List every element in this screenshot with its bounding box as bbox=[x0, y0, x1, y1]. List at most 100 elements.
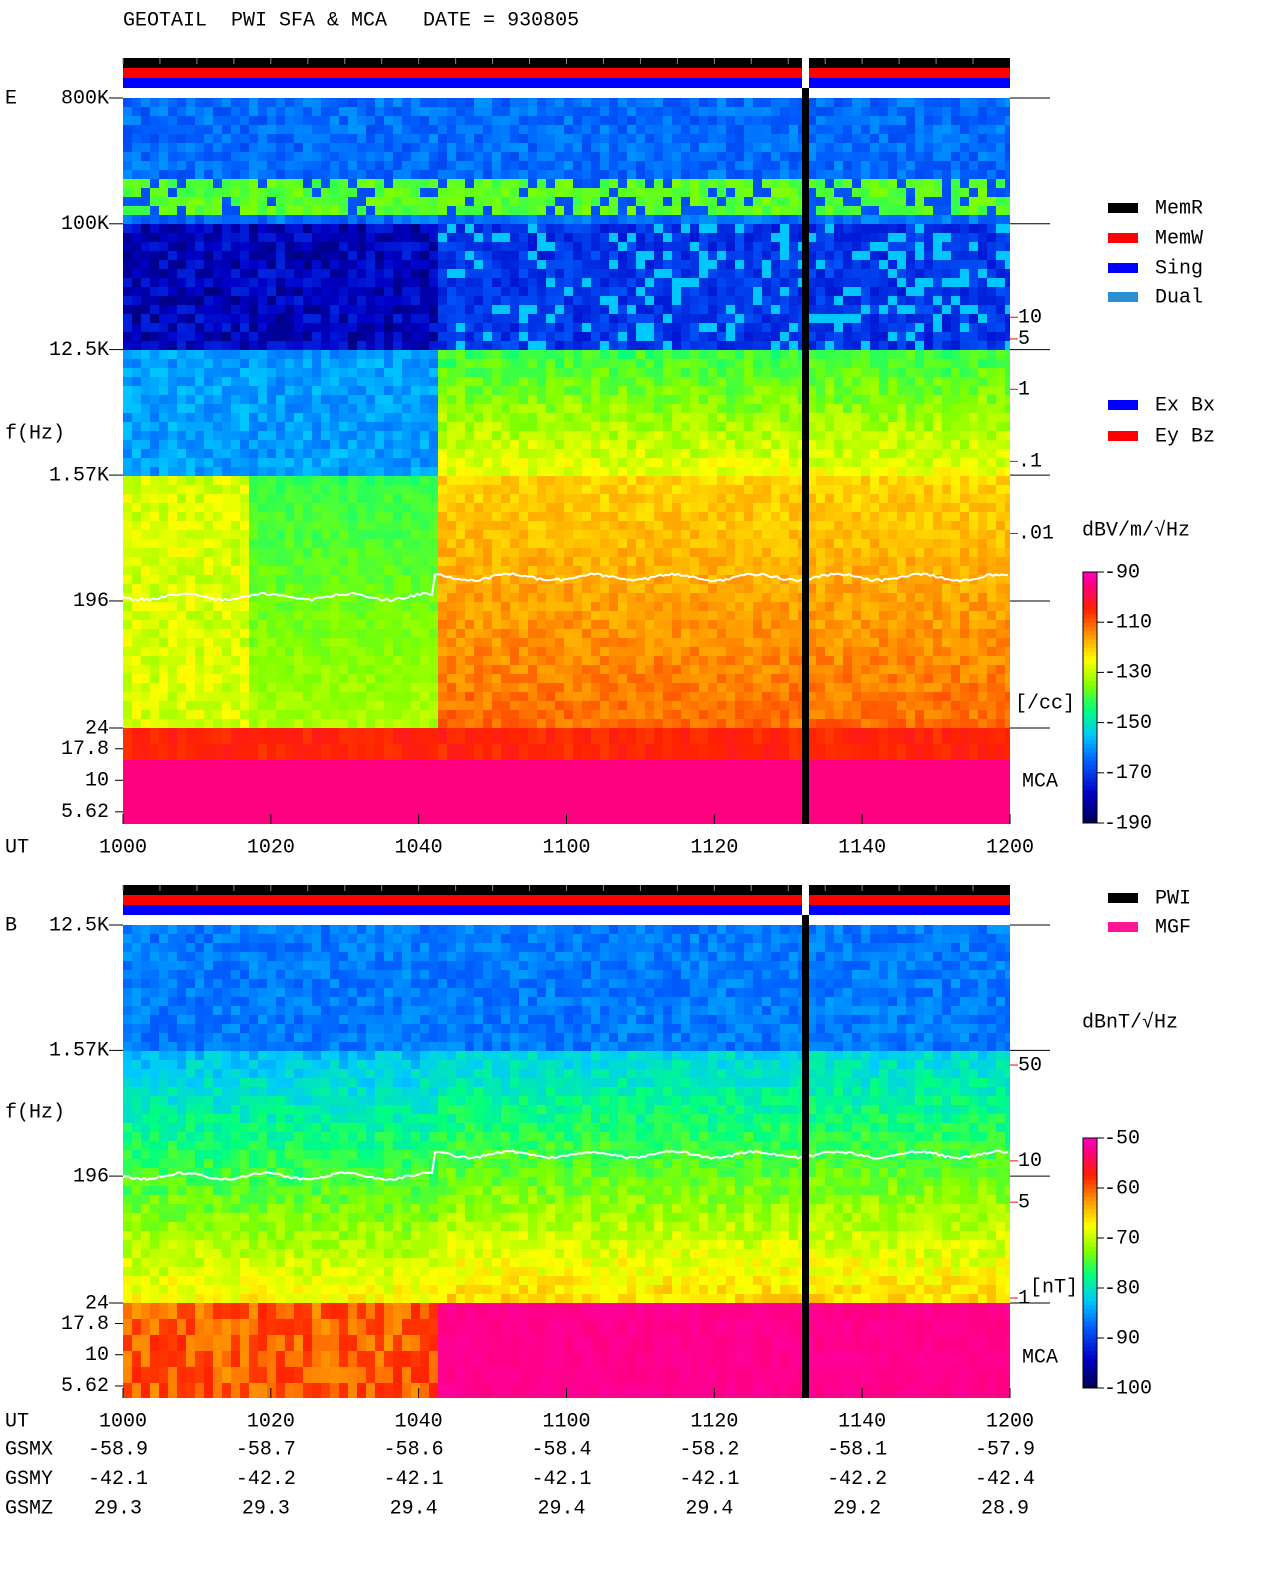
spectrogram-cell bbox=[375, 224, 384, 233]
spectrogram-cell bbox=[564, 404, 573, 413]
spectrogram-cell bbox=[411, 494, 420, 503]
spectrogram-cell bbox=[591, 359, 600, 368]
spectrogram-cell bbox=[573, 251, 582, 260]
spectrogram-cell bbox=[555, 341, 564, 350]
spectrogram-cell bbox=[348, 575, 357, 584]
spectrogram-cell bbox=[258, 485, 267, 494]
spectrogram-cell bbox=[123, 341, 132, 350]
mca-cell bbox=[555, 776, 564, 792]
spectrogram-cell bbox=[123, 521, 132, 530]
spectrogram-cell bbox=[339, 287, 348, 296]
spectrogram-cell bbox=[204, 413, 213, 422]
spectrogram-cell bbox=[690, 665, 699, 674]
spectrogram-cell bbox=[393, 359, 402, 368]
spectrogram-cell bbox=[132, 683, 141, 692]
spectrogram-cell bbox=[465, 548, 474, 557]
spectrogram-cell bbox=[240, 314, 249, 323]
spectrogram-cell bbox=[204, 458, 213, 467]
spectrogram-cell bbox=[312, 710, 321, 719]
mca-cell bbox=[258, 792, 267, 808]
spectrogram-cell bbox=[618, 449, 627, 458]
spectrogram-cell bbox=[321, 170, 330, 179]
spectrogram-cell bbox=[195, 548, 204, 557]
spectrogram-cell bbox=[177, 143, 186, 152]
spectrogram-cell bbox=[267, 683, 276, 692]
spectrogram-cell bbox=[204, 251, 213, 260]
spectrogram-cell bbox=[438, 314, 447, 323]
mca-cell bbox=[546, 760, 555, 776]
mca-cell bbox=[240, 744, 249, 760]
spectrogram-cell bbox=[186, 287, 195, 296]
spectrogram-cell bbox=[681, 269, 690, 278]
spectrogram-cell bbox=[420, 377, 429, 386]
spectrogram-cell bbox=[537, 683, 546, 692]
spectrogram-cell bbox=[654, 422, 663, 431]
spectrogram-cell bbox=[141, 323, 150, 332]
spectrogram-cell bbox=[312, 296, 321, 305]
spectrogram-cell bbox=[402, 665, 411, 674]
spectrogram-cell bbox=[132, 107, 141, 116]
mca-cell bbox=[267, 776, 276, 792]
spectrogram-cell bbox=[573, 530, 582, 539]
mca-cell bbox=[186, 792, 195, 808]
spectrogram-cell bbox=[600, 701, 609, 710]
spectrogram-cell bbox=[411, 656, 420, 665]
spectrogram-cell bbox=[258, 476, 267, 485]
spectrogram-cell bbox=[654, 512, 663, 521]
spectrogram-cell bbox=[393, 242, 402, 251]
spectrogram-cell bbox=[483, 413, 492, 422]
spectrogram-cell bbox=[249, 224, 258, 233]
spectrogram-cell bbox=[276, 368, 285, 377]
spectrogram-cell bbox=[492, 98, 501, 107]
spectrogram-cell bbox=[438, 620, 447, 629]
mca-cell bbox=[384, 728, 393, 744]
spectrogram-cell bbox=[618, 521, 627, 530]
spectrogram-cell bbox=[546, 467, 555, 476]
spectrogram-cell bbox=[357, 692, 366, 701]
spectrogram-cell bbox=[537, 251, 546, 260]
spectrogram-cell bbox=[222, 215, 231, 224]
spectrogram-cell bbox=[339, 665, 348, 674]
spectrogram-cell bbox=[636, 449, 645, 458]
spectrogram-cell bbox=[231, 116, 240, 125]
spectrogram-cell bbox=[321, 260, 330, 269]
spectrogram-cell bbox=[168, 386, 177, 395]
spectrogram-cell bbox=[213, 638, 222, 647]
spectrogram-cell bbox=[150, 368, 159, 377]
spectrogram-cell bbox=[447, 197, 456, 206]
spectrogram-cell bbox=[231, 206, 240, 215]
spectrogram-cell bbox=[429, 350, 438, 359]
spectrogram-cell bbox=[123, 467, 132, 476]
mca-cell bbox=[258, 760, 267, 776]
spectrogram-cell bbox=[240, 341, 249, 350]
spectrogram-cell bbox=[591, 377, 600, 386]
spectrogram-cell bbox=[582, 530, 591, 539]
spectrogram-cell bbox=[321, 719, 330, 728]
spectrogram-cell bbox=[564, 530, 573, 539]
spectrogram-cell bbox=[267, 485, 276, 494]
spectrogram-cell bbox=[708, 449, 717, 458]
spectrogram-cell bbox=[474, 575, 483, 584]
spectrogram-cell bbox=[618, 656, 627, 665]
spectrogram-cell bbox=[294, 638, 303, 647]
spectrogram-cell bbox=[456, 458, 465, 467]
spectrogram-cell bbox=[411, 701, 420, 710]
mca-cell bbox=[699, 792, 708, 808]
spectrogram-cell bbox=[555, 116, 564, 125]
spectrogram-cell bbox=[294, 314, 303, 323]
spectrogram-cell bbox=[663, 305, 672, 314]
spectrogram-cell bbox=[348, 395, 357, 404]
spectrogram-cell bbox=[528, 710, 537, 719]
spectrogram-cell bbox=[213, 611, 222, 620]
spectrogram-cell bbox=[708, 341, 717, 350]
spectrogram-cell bbox=[339, 467, 348, 476]
spectrogram-cell bbox=[600, 611, 609, 620]
spectrogram-cell bbox=[330, 476, 339, 485]
spectrogram-cell bbox=[168, 494, 177, 503]
spectrogram-cell bbox=[483, 305, 492, 314]
spectrogram-cell bbox=[357, 287, 366, 296]
spectrogram-cell bbox=[348, 719, 357, 728]
spectrogram-cell bbox=[573, 674, 582, 683]
spectrogram-cell bbox=[294, 350, 303, 359]
spectrogram-cell bbox=[339, 431, 348, 440]
